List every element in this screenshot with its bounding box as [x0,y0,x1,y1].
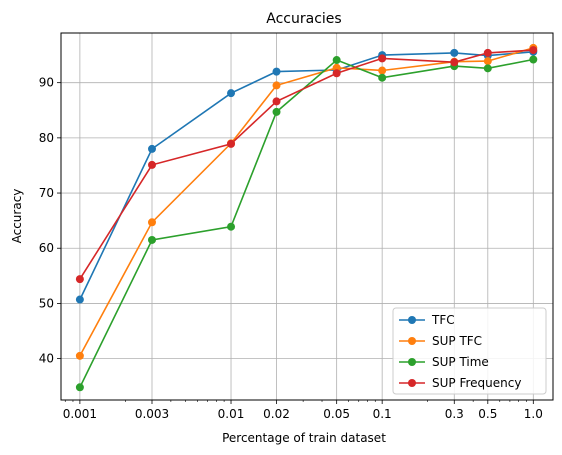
data-point-sup-frequency [272,97,281,106]
series-line-sup-frequency [79,49,534,280]
data-point-sup-frequency [75,275,84,284]
data-point-sup-time [75,383,84,392]
x-tick-label: 0.3 [445,407,464,421]
legend-swatch-marker [408,337,416,345]
data-point-sup-time [332,56,341,65]
legend-label: SUP Frequency [432,376,521,390]
legend-label: TFC [431,313,455,327]
x-tick-label: 1.0 [524,407,543,421]
data-point-sup-tfc [378,66,387,75]
chart-title: Accuracies [266,11,341,27]
series-sup-time [75,55,538,392]
x-tick-label: 0.02 [263,407,290,421]
data-point-tfc [75,295,84,304]
series-line-tfc [79,51,534,300]
data-point-sup-time [272,107,281,116]
data-point-sup-tfc [272,81,281,90]
y-axis-label: Accuracy [10,189,24,244]
y-tick-label: 70 [39,186,54,200]
series-sup-frequency [75,46,538,284]
y-tick-label: 80 [39,131,54,145]
data-point-sup-frequency [378,54,387,63]
legend-label: SUP TFC [432,334,482,348]
data-point-sup-frequency [332,69,341,78]
plot-frame [60,32,554,401]
data-point-sup-frequency [450,58,459,67]
data-point-tfc [272,67,281,76]
x-tick-label: 0.003 [135,407,169,421]
data-point-sup-frequency [147,160,156,169]
data-point-tfc [147,144,156,153]
y-axis: 40 50 60 70 80 90 [39,76,61,366]
legend-swatch-marker [408,379,416,387]
series-layer [75,43,538,392]
data-point-sup-tfc [75,351,84,360]
y-tick-label: 40 [39,352,54,366]
x-tick-label: 0.001 [63,407,97,421]
y-tick-label: 50 [39,296,54,310]
data-point-tfc [227,89,236,98]
grid [61,33,553,400]
data-point-sup-time [378,73,387,82]
legend-swatch-marker [408,316,416,324]
data-point-sup-time [483,64,492,73]
data-point-sup-frequency [227,139,236,148]
x-tick-label: 0.1 [373,407,392,421]
data-point-sup-tfc [483,57,492,66]
x-axis-label: Percentage of train dataset [222,431,386,445]
data-point-sup-frequency [529,46,538,55]
x-tick-label: 0.05 [323,407,350,421]
legend: TFC SUP TFC SUP Time SUP Frequency [392,307,547,395]
x-tick-label: 0.5 [478,407,497,421]
data-point-sup-tfc [332,63,341,72]
x-axis: 0.001 0.003 0.01 0.02 0.05 0.1 0.3 0.5 1.0 [63,400,543,421]
y-tick-label: 60 [39,241,54,255]
legend-box [392,307,547,395]
legend-swatch-marker [408,358,416,366]
y-tick-label: 90 [39,76,54,90]
data-point-sup-frequency [483,48,492,57]
data-point-sup-time [147,235,156,244]
data-point-tfc [450,48,459,57]
data-point-sup-time [227,222,236,231]
data-point-sup-tfc [147,218,156,227]
legend-label: SUP Time [432,355,489,369]
data-point-sup-time [529,55,538,64]
x-tick-label: 0.01 [218,407,245,421]
